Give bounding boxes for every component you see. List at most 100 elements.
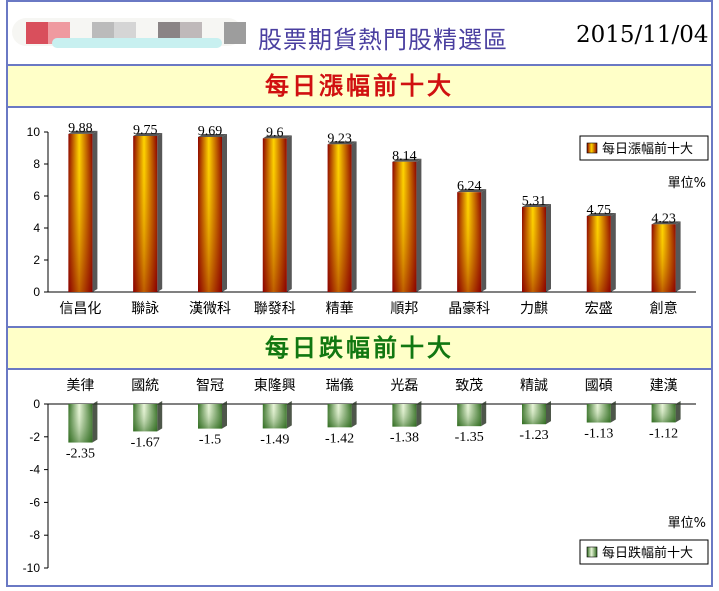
bar-top — [392, 158, 422, 162]
bar-top — [522, 204, 551, 208]
bar-value-label: -1.23 — [519, 428, 548, 443]
bar-value-label: 5.31 — [522, 194, 547, 209]
category-label: 東隆興 — [254, 378, 296, 394]
bar-value-label: 4.75 — [587, 203, 612, 218]
bar-shade — [68, 133, 93, 292]
bar-top — [262, 135, 292, 139]
category-label: 順邦 — [390, 301, 418, 317]
y-tick-label: -10 — [23, 561, 41, 575]
bar-side — [351, 401, 357, 428]
bar-side — [610, 213, 616, 292]
category-label: 致茂 — [455, 377, 483, 394]
bar-value-label: -1.38 — [390, 431, 419, 446]
legend-label: 每日跌幅前十大 — [602, 545, 693, 561]
legend-label: 每日漲幅前十大 — [602, 141, 693, 157]
bar-shade — [457, 192, 482, 292]
y-tick-label: -6 — [29, 495, 40, 509]
bar-side — [157, 133, 163, 292]
bar-side — [92, 130, 98, 292]
bar-side — [92, 401, 98, 443]
bar-value-label: -1.12 — [649, 426, 678, 441]
bar-side — [286, 401, 292, 429]
losers-title: 每日跌幅前十大 — [8, 326, 711, 370]
y-tick-label: 6 — [33, 189, 40, 203]
bar-shade — [651, 224, 676, 292]
bar-shade — [392, 161, 417, 292]
bar-top — [457, 189, 487, 193]
y-tick-label: 8 — [33, 157, 40, 171]
y-tick-label: -2 — [29, 430, 40, 444]
losers-chart: 0 -2 -4 -6 -8 -10 -2.35 美律 -1.67 國統 -1.5 智冠 -1.49 東隆興… — [23, 377, 709, 575]
category-label: 國統 — [131, 378, 159, 394]
bar-top — [586, 213, 616, 216]
bar-side — [222, 401, 227, 429]
bar-shade — [327, 404, 352, 428]
losers-legend: 每日跌幅前十大 — [579, 539, 709, 565]
category-label: 漢微科 — [189, 301, 231, 317]
y-tick-label: 4 — [33, 221, 40, 235]
bar-value-label: 8.14 — [392, 149, 417, 164]
y-tick-label: -4 — [29, 463, 40, 477]
gainers-chart: 0 2 4 6 8 10 9.88 信昌化 9.75 聯詠 9.69 漢微科 9.6 聯發科 9.23 精華 8… — [27, 121, 709, 317]
bar-value-label: 6.24 — [457, 179, 482, 194]
bar-side — [481, 401, 487, 427]
report-date: 2015/11/04 — [576, 22, 709, 48]
gainers-legend: 每日漲幅前十大 — [579, 135, 709, 161]
bar-shade — [68, 404, 93, 443]
category-label: 力麒 — [520, 301, 548, 317]
gainers-title: 每日漲幅前十大 — [8, 64, 711, 108]
bar-value-label: 4.23 — [651, 211, 676, 226]
bar-side — [546, 401, 551, 425]
bar-shade — [457, 404, 482, 427]
bar-shade — [522, 404, 546, 425]
y-tick-label: 0 — [33, 285, 40, 299]
bar-value-label: -2.35 — [66, 447, 95, 462]
bar-top — [198, 133, 227, 137]
bar-side — [546, 204, 551, 292]
bar-shade — [262, 138, 287, 292]
bar-side — [416, 401, 422, 427]
bar-side — [610, 401, 616, 423]
bar-shade — [651, 404, 676, 423]
category-label: 建漢 — [650, 378, 678, 394]
site-title: 股票期貨熱門股精選區 — [258, 26, 508, 54]
bar-value-label: -1.35 — [455, 430, 484, 445]
category-label: 聯發科 — [254, 301, 296, 317]
category-label: 聯詠 — [131, 301, 159, 317]
category-label: 信昌化 — [59, 301, 101, 317]
bar-value-label: -1.42 — [325, 431, 354, 446]
bar-shade — [522, 207, 546, 292]
bar-shade — [392, 404, 417, 427]
y-tick-label: -8 — [29, 528, 40, 542]
bar-side — [157, 401, 163, 432]
category-label: 美律 — [66, 378, 94, 394]
category-label: 國碩 — [585, 378, 613, 394]
header: 股票期貨熱門股精選區 2015/11/04 — [8, 2, 711, 66]
bar-shade — [133, 404, 158, 432]
category-label: 智冠 — [196, 378, 224, 394]
bar-shade — [327, 144, 352, 292]
bar-value-label: 9.75 — [133, 123, 158, 138]
bar-top — [651, 221, 681, 225]
bar-value-label: 9.69 — [198, 124, 223, 139]
bar-top — [68, 130, 98, 134]
bar-value-label: 9.23 — [327, 131, 352, 146]
category-label: 創意 — [650, 300, 678, 317]
bar-shade — [198, 136, 222, 292]
bar-shade — [586, 216, 611, 292]
category-label: 精華 — [326, 301, 354, 317]
category-label: 宏盛 — [585, 301, 613, 317]
bar-side — [416, 158, 422, 292]
y-tick-label: 10 — [27, 125, 41, 139]
page-frame: 股票期貨熱門股精選區 2015/11/04 每日漲幅前十大 0 2 4 6 8 10 9.8… — [6, 0, 713, 587]
bar-shade — [198, 404, 222, 429]
bar-top — [327, 141, 357, 145]
y-tick-label: 2 — [33, 253, 40, 267]
bar-side — [675, 221, 681, 292]
bar-shade — [262, 404, 287, 429]
unit-label: 單位% — [668, 516, 706, 531]
category-label: 精誠 — [520, 378, 548, 394]
bar-side — [351, 141, 357, 292]
unit-label: 單位% — [668, 176, 706, 191]
category-label: 光磊 — [390, 378, 418, 394]
